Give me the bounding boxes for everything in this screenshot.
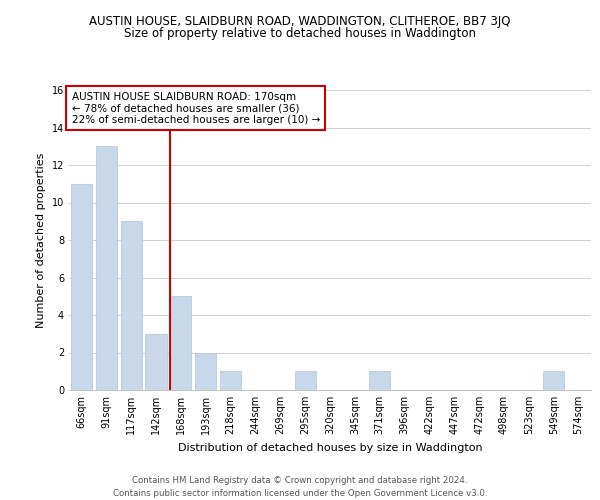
Bar	[96, 146, 117, 390]
Bar	[543, 371, 564, 390]
Bar	[220, 371, 241, 390]
Text: Size of property relative to detached houses in Waddington: Size of property relative to detached ho…	[124, 28, 476, 40]
Bar	[295, 371, 316, 390]
X-axis label: Distribution of detached houses by size in Waddington: Distribution of detached houses by size …	[178, 442, 482, 452]
Bar	[145, 334, 167, 390]
Bar	[369, 371, 390, 390]
Bar	[195, 352, 216, 390]
Text: Contains HM Land Registry data © Crown copyright and database right 2024.
Contai: Contains HM Land Registry data © Crown c…	[113, 476, 487, 498]
Bar	[121, 221, 142, 390]
Y-axis label: Number of detached properties: Number of detached properties	[36, 152, 46, 328]
Text: AUSTIN HOUSE, SLAIDBURN ROAD, WADDINGTON, CLITHEROE, BB7 3JQ: AUSTIN HOUSE, SLAIDBURN ROAD, WADDINGTON…	[89, 15, 511, 28]
Bar	[71, 184, 92, 390]
Text: AUSTIN HOUSE SLAIDBURN ROAD: 170sqm
← 78% of detached houses are smaller (36)
22: AUSTIN HOUSE SLAIDBURN ROAD: 170sqm ← 78…	[71, 92, 320, 124]
Bar	[170, 296, 191, 390]
